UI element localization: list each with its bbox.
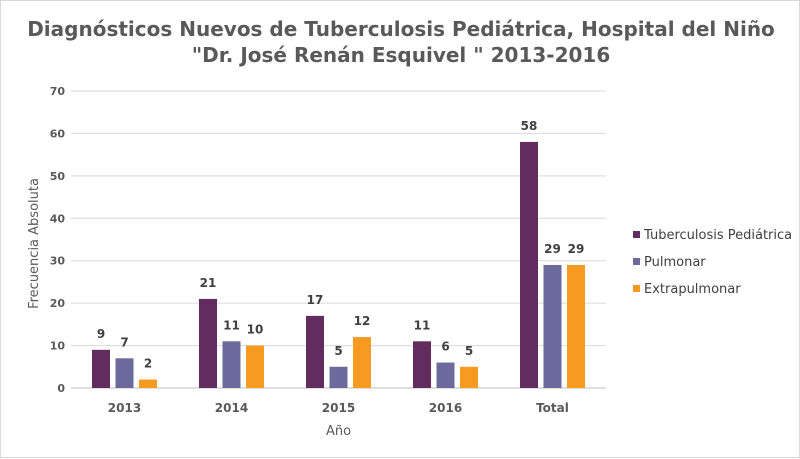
bar [139, 379, 157, 388]
y-tick-label: 40 [50, 212, 66, 225]
bar [222, 341, 241, 388]
legend-swatch [633, 231, 640, 238]
data-label: 11 [414, 318, 431, 332]
x-tick-label: 2014 [215, 401, 248, 415]
y-tick-label: 0 [57, 382, 65, 395]
y-axis-title: Frecuencia Absoluta [27, 178, 42, 309]
data-label: 7 [120, 335, 128, 349]
data-label: 10 [247, 323, 264, 337]
bar [436, 362, 455, 388]
x-tick-label: 2016 [429, 401, 462, 415]
y-tick-label: 20 [50, 297, 66, 310]
x-tick-label: Total [536, 401, 569, 415]
y-tick-label: 70 [50, 85, 66, 98]
bar [246, 345, 264, 388]
data-label: 5 [465, 344, 473, 358]
data-label: 58 [521, 119, 538, 133]
y-tick-label: 50 [50, 170, 66, 183]
legend-label: Pulmonar [644, 255, 706, 270]
data-label: 21 [200, 276, 217, 290]
bar [306, 315, 324, 388]
legend-swatch [633, 258, 640, 265]
data-label: 5 [334, 344, 342, 358]
x-tick-label: 2013 [108, 401, 141, 415]
data-label: 11 [223, 318, 240, 332]
data-label: 2 [144, 357, 152, 371]
bar [115, 358, 134, 388]
x-axis-title: Año [326, 424, 351, 439]
data-label: 29 [544, 242, 561, 256]
bar [353, 337, 371, 388]
legend-label: Extrapulmonar [644, 282, 741, 297]
legend-swatch [633, 285, 640, 292]
y-tick-label: 60 [50, 127, 66, 140]
bar [543, 264, 562, 388]
data-label: 29 [568, 242, 585, 256]
data-label: 6 [441, 340, 449, 354]
data-label: 9 [97, 327, 105, 341]
legend-label: Tuberculosis Pediátrica [643, 228, 792, 243]
bar [567, 264, 585, 388]
bar [92, 349, 110, 388]
data-label: 12 [354, 314, 371, 328]
bar [199, 298, 217, 388]
bar [329, 366, 348, 388]
bar [460, 366, 478, 388]
chart-title-line-2: "Dr. José Renán Esquivel " 2013-2016 [191, 43, 611, 67]
data-label: 17 [307, 293, 324, 307]
y-tick-label: 30 [50, 255, 66, 268]
x-tick-label: 2015 [322, 401, 355, 415]
y-tick-label: 10 [50, 340, 66, 353]
chart-title-line-1: Diagnósticos Nuevos de Tuberculosis Pedi… [27, 17, 775, 41]
bar [520, 141, 538, 388]
bar [413, 341, 431, 388]
